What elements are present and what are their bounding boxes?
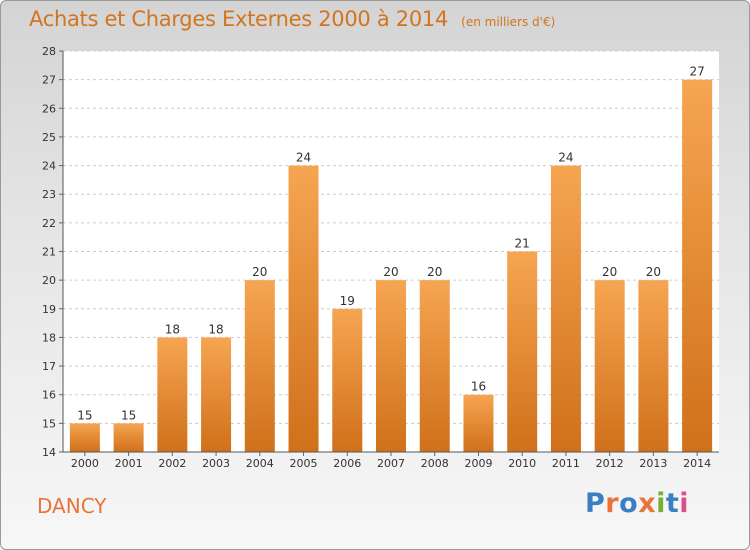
x-tick-label: 2013 [639,457,667,470]
y-tick-label: 18 [42,331,56,344]
x-tick-label: 2011 [552,457,580,470]
y-tick-label: 28 [42,45,56,58]
y-tick-label: 15 [42,417,56,430]
bar [682,79,713,453]
bar [594,280,625,452]
bar-value-label: 20 [383,265,398,279]
y-tick-label: 26 [42,102,56,115]
bar-value-label: 24 [296,151,311,165]
bar-value-label: 18 [165,322,180,336]
y-tick-label: 20 [42,274,56,287]
y-tick-label: 17 [42,360,56,373]
x-tick-label: 2005 [290,457,318,470]
bar [638,280,669,452]
bar-value-label: 20 [427,265,442,279]
bar-value-label: 24 [558,151,573,165]
x-tick-label: 2004 [246,457,274,470]
logo-letter: r [605,488,620,519]
bar [463,394,494,452]
x-tick-label: 2008 [421,457,449,470]
logo-letter: t [665,488,680,519]
bar-value-label: 21 [515,237,530,251]
proxiti-logo: Proxiti [585,488,689,519]
commune-name: DANCY [37,494,107,518]
x-tick-label: 2007 [377,457,405,470]
y-tick-label: 19 [42,303,56,316]
bar [201,337,232,452]
y-tick-label: 16 [42,389,56,402]
bar-value-label: 20 [252,265,267,279]
bar [244,280,275,452]
bar [419,280,450,452]
y-tick-label: 27 [42,74,56,87]
y-tick-label: 22 [42,217,56,230]
bar [332,308,363,452]
bar-value-label: 20 [646,265,661,279]
bar [288,165,319,453]
bar-value-label: 19 [340,294,355,308]
logo-letter: o [619,488,639,519]
x-tick-label: 2009 [464,457,492,470]
y-tick-label: 24 [42,160,56,173]
y-tick-label: 23 [42,188,56,201]
x-tick-label: 2014 [683,457,711,470]
x-tick-label: 2001 [115,457,143,470]
bar [550,165,581,453]
bar [157,337,188,452]
bar-value-label: 15 [77,408,92,422]
bar-value-label: 18 [208,322,223,336]
bar [69,423,100,452]
x-tick-label: 2010 [508,457,536,470]
y-tick-label: 14 [42,446,56,459]
x-tick-label: 2006 [333,457,361,470]
chart-subtitle: (en milliers d'€) [461,15,556,29]
bar [113,423,144,452]
bar-value-label: 16 [471,380,486,394]
bar-value-label: 20 [602,265,617,279]
y-tick-label: 25 [42,131,56,144]
chart-title: Achats et Charges Externes 2000 à 2014 [29,7,449,31]
bar-value-label: 27 [689,65,704,79]
logo-letter: x [638,488,657,519]
bar-value-label: 15 [121,408,136,422]
x-tick-label: 2012 [596,457,624,470]
x-tick-label: 2003 [202,457,230,470]
logo-letter: i [679,488,690,519]
bar [507,251,538,452]
title-row: Achats et Charges Externes 2000 à 2014 (… [29,7,555,31]
y-tick-label: 21 [42,246,56,259]
x-tick-label: 2002 [158,457,186,470]
logo-letter: P [585,488,606,519]
x-tick-label: 2000 [71,457,99,470]
bar [376,280,406,452]
logo-letter: i [656,488,666,519]
